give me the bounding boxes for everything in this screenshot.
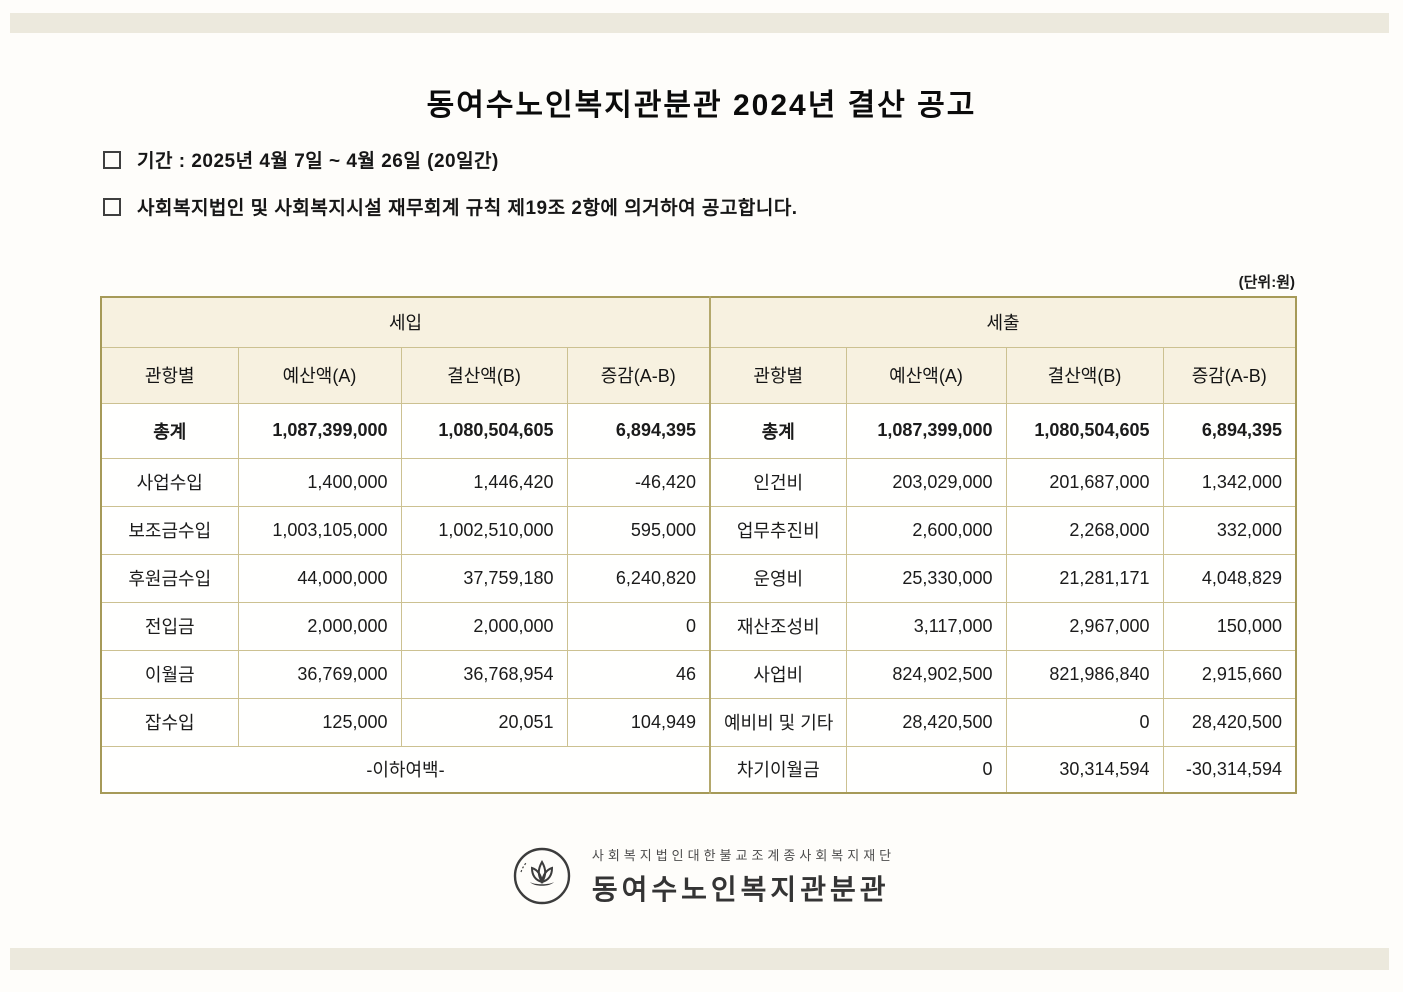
table-row: 이월금 36,769,000 36,768,954 46 사업비 824,902…	[100, 649, 1297, 699]
column-header: 증감(A-B)	[566, 346, 711, 404]
column-header: 결산액(B)	[1005, 346, 1164, 404]
foundation-name: 사회복지법인대한불교조계종사회복지재단	[591, 847, 896, 863]
amount-cell: 595,000	[566, 505, 711, 555]
amount-cell: 30,314,594	[1005, 745, 1164, 794]
row-label-cell: 운영비	[709, 553, 847, 603]
amount-cell: 0	[845, 745, 1007, 794]
column-header: 결산액(B)	[400, 346, 568, 404]
amount-cell: 2,000,000	[400, 601, 568, 651]
top-decoration-band	[10, 13, 1389, 33]
table-row: 잡수입 125,000 20,051 104,949 예비비 및 기타 28,4…	[100, 697, 1297, 747]
amount-cell: 201,687,000	[1005, 457, 1164, 507]
amount-cell: 821,986,840	[1005, 649, 1164, 699]
amount-cell: 37,759,180	[400, 553, 568, 603]
amount-cell: 150,000	[1162, 601, 1297, 651]
column-header: 예산액(A)	[237, 346, 402, 404]
row-label-cell: 예비비 및 기타	[709, 697, 847, 747]
notice-period: 기간 : 2025년 4월 7일 ~ 4월 26일 (20일간)	[103, 146, 499, 173]
revenue-section-header: 세입	[100, 296, 711, 348]
table-row: 후원금수입 44,000,000 37,759,180 6,240,820 운영…	[100, 553, 1297, 603]
row-label-cell: 사업비	[709, 649, 847, 699]
column-header: 관항별	[709, 346, 847, 404]
amount-cell: 104,949	[566, 697, 711, 747]
amount-cell: 1,080,504,605	[400, 402, 568, 459]
row-label-cell: 이월금	[100, 649, 239, 699]
amount-cell: 2,000,000	[237, 601, 402, 651]
amount-cell: 1,400,000	[237, 457, 402, 507]
remainder-blank-cell: -이하여백-	[100, 745, 711, 794]
amount-cell: 25,330,000	[845, 553, 1007, 603]
amount-cell: 0	[566, 601, 711, 651]
row-label-cell: 인건비	[709, 457, 847, 507]
column-header: 예산액(A)	[845, 346, 1007, 404]
amount-cell: -46,420	[566, 457, 711, 507]
amount-cell: 2,268,000	[1005, 505, 1164, 555]
amount-cell: 6,894,395	[566, 402, 711, 459]
table-row: 보조금수입 1,003,105,000 1,002,510,000 595,00…	[100, 505, 1297, 555]
column-header: 관항별	[100, 346, 239, 404]
organization-footer: 사회복지법인대한불교조계종사회복지재단 동여수노인복지관분관	[0, 842, 1403, 910]
amount-cell: 3,117,000	[845, 601, 1007, 651]
amount-cell: 2,600,000	[845, 505, 1007, 555]
expenditure-section-header: 세출	[709, 296, 1297, 348]
amount-cell: 44,000,000	[237, 553, 402, 603]
row-label-cell: 업무추진비	[709, 505, 847, 555]
table-row-total: 총계 1,087,399,000 1,080,504,605 6,894,395…	[100, 402, 1297, 459]
notice-period-text: 기간 : 2025년 4월 7일 ~ 4월 26일 (20일간)	[137, 151, 499, 172]
amount-cell: 2,915,660	[1162, 649, 1297, 699]
row-label-cell: 보조금수입	[100, 505, 239, 555]
row-label-cell: 전입금	[100, 601, 239, 651]
checkbox-icon	[103, 197, 121, 216]
amount-cell: 1,342,000	[1162, 457, 1297, 507]
amount-cell: 824,902,500	[845, 649, 1007, 699]
footer-text-block: 사회복지법인대한불교조계종사회복지재단 동여수노인복지관분관	[592, 845, 895, 908]
row-label-cell: 사업수입	[100, 457, 239, 507]
amount-cell: 2,967,000	[1005, 601, 1164, 651]
unit-label: (단위:원)	[1238, 274, 1295, 291]
row-label-cell: 총계	[100, 402, 239, 459]
amount-cell: 6,894,395	[1162, 402, 1297, 459]
row-label-cell: 총계	[709, 402, 847, 459]
amount-cell: 20,051	[400, 697, 568, 747]
table-row-last: -이하여백- 차기이월금 0 30,314,594 -30,314,594	[100, 745, 1297, 794]
amount-cell: 21,281,171	[1005, 553, 1164, 603]
row-label-cell: 차기이월금	[709, 745, 847, 794]
amount-cell: 36,768,954	[400, 649, 568, 699]
amount-cell: 1,446,420	[400, 457, 568, 507]
notice-legal: 사회복지법인 및 사회복지시설 재무회계 규칙 제19조 2항에 의거하여 공고…	[103, 193, 798, 220]
amount-cell: 125,000	[237, 697, 402, 747]
amount-cell: 1,002,510,000	[400, 505, 568, 555]
column-header: 증감(A-B)	[1162, 346, 1297, 404]
amount-cell: 28,420,500	[845, 697, 1007, 747]
amount-cell: 1,087,399,000	[845, 402, 1007, 459]
table-row: 사업수입 1,400,000 1,446,420 -46,420 인건비 203…	[100, 457, 1297, 507]
row-label-cell: 후원금수입	[100, 553, 239, 603]
amount-cell: 36,769,000	[237, 649, 402, 699]
amount-cell: 28,420,500	[1162, 697, 1297, 747]
amount-cell: 1,003,105,000	[237, 505, 402, 555]
table-row: 전입금 2,000,000 2,000,000 0 재산조성비 3,117,00…	[100, 601, 1297, 651]
bottom-decoration-band	[10, 948, 1389, 970]
page-title: 동여수노인복지관분관 2024년 결산 공고	[426, 89, 977, 122]
amount-cell: 203,029,000	[845, 457, 1007, 507]
amount-cell: -30,314,594	[1162, 745, 1297, 794]
amount-cell: 46	[566, 649, 711, 699]
amount-cell: 0	[1005, 697, 1164, 747]
amount-cell: 6,240,820	[566, 553, 711, 603]
notice-legal-text: 사회복지법인 및 사회복지시설 재무회계 규칙 제19조 2항에 의거하여 공고…	[137, 198, 798, 219]
row-label-cell: 재산조성비	[709, 601, 847, 651]
settlement-table: 세입 세출 관항별 예산액(A) 결산액(B) 증감(A-B) 관항별 예산액(…	[100, 296, 1297, 794]
amount-cell: 1,087,399,000	[237, 402, 402, 459]
center-name: 동여수노인복지관분관	[591, 873, 890, 905]
lotus-logo-icon	[508, 842, 576, 910]
row-label-cell: 잡수입	[100, 697, 239, 747]
checkbox-icon	[103, 150, 121, 169]
amount-cell: 4,048,829	[1162, 553, 1297, 603]
amount-cell: 332,000	[1162, 505, 1297, 555]
amount-cell: 1,080,504,605	[1005, 402, 1164, 459]
